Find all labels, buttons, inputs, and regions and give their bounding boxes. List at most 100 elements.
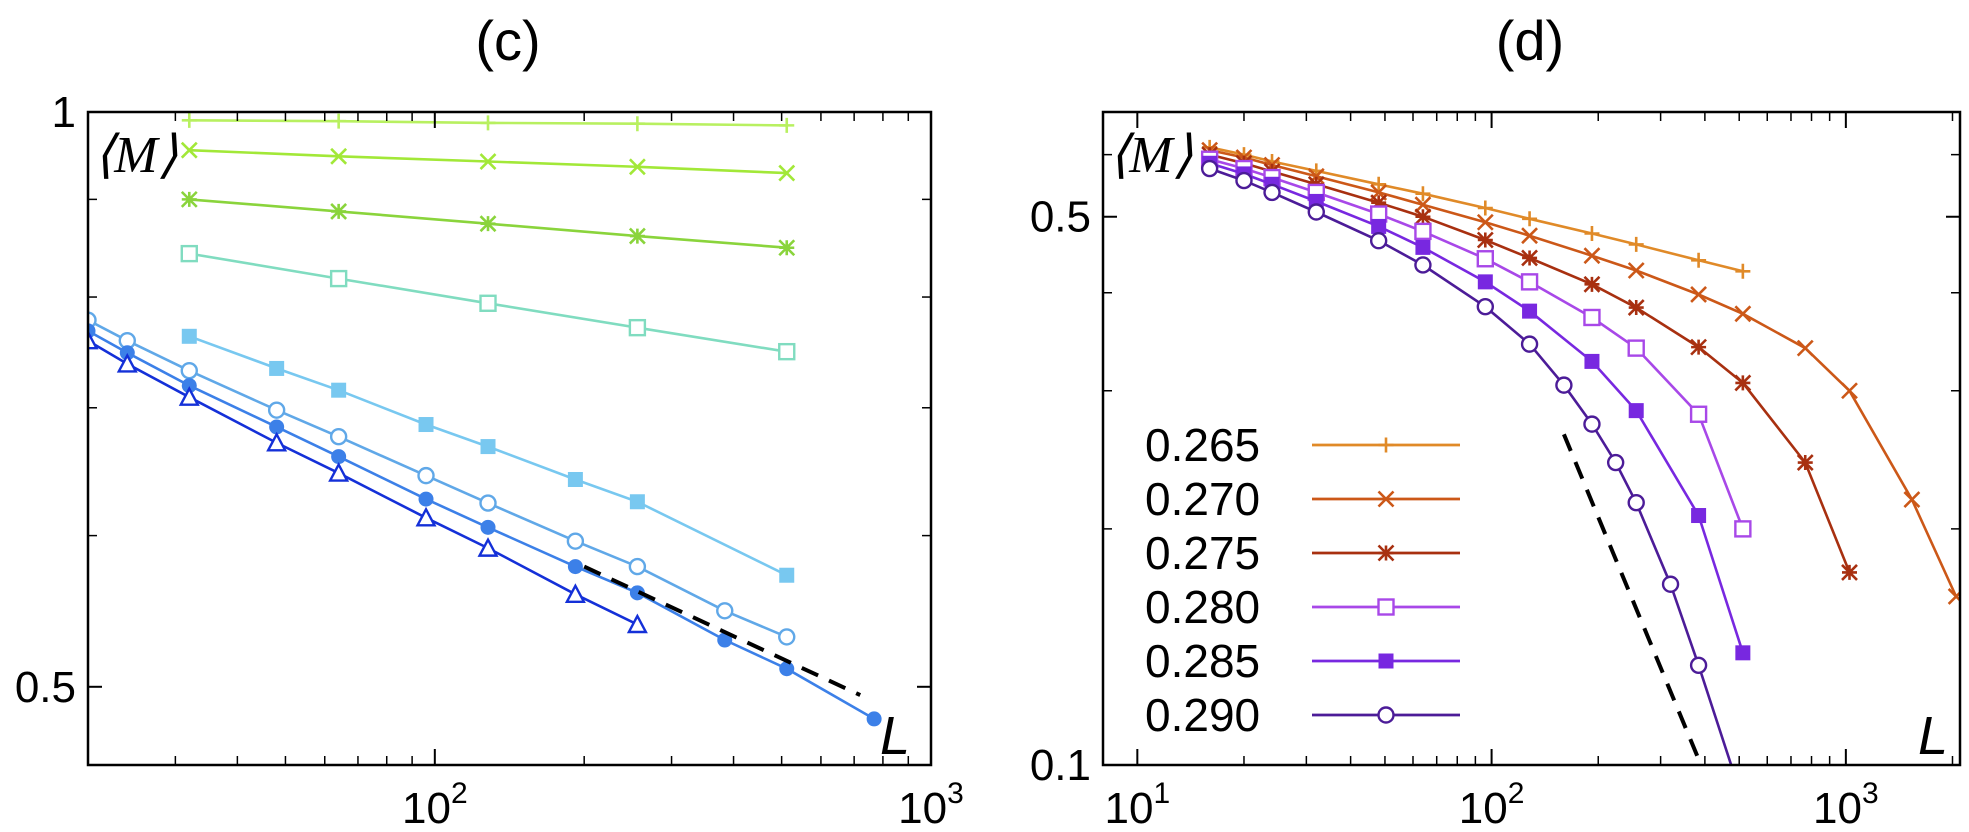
series-4-point bbox=[1520, 273, 1539, 291]
y-tick-label: 0.5 bbox=[15, 663, 76, 712]
series-6-point bbox=[716, 602, 734, 620]
series-1-point bbox=[779, 117, 795, 133]
panel-d-x-axis-label: L bbox=[1918, 706, 1948, 766]
legend-label: 0.265 bbox=[1145, 419, 1260, 471]
series-1-point bbox=[1584, 226, 1600, 242]
y-tick-label: 0.5 bbox=[1030, 193, 1091, 242]
series-5-point bbox=[629, 494, 645, 510]
series-4-point bbox=[479, 294, 497, 312]
series-5-point bbox=[1691, 508, 1707, 524]
series-3-point bbox=[1841, 564, 1858, 581]
series-2-point bbox=[1796, 339, 1814, 357]
y-tick-label: 0.1 bbox=[1030, 741, 1091, 790]
series-7-point bbox=[629, 585, 645, 601]
series-4-point bbox=[1689, 405, 1708, 423]
series-1-point bbox=[1735, 263, 1751, 279]
series-7-point bbox=[269, 419, 285, 435]
series-3-point bbox=[479, 215, 497, 233]
panel-c-title: (c) bbox=[475, 9, 540, 72]
legend-label: 0.275 bbox=[1145, 527, 1260, 579]
series-8-point bbox=[626, 613, 648, 634]
series-8-point bbox=[564, 583, 586, 603]
series-2-point bbox=[1947, 588, 1960, 605]
legend-label: 0.270 bbox=[1145, 473, 1260, 525]
series-3-point bbox=[1627, 299, 1645, 316]
series-2-point bbox=[180, 141, 198, 159]
series-5-point bbox=[1415, 239, 1431, 255]
series-3-point bbox=[1734, 374, 1752, 392]
panel-d-title: (d) bbox=[1496, 9, 1564, 72]
series-4-point bbox=[628, 318, 647, 337]
series-4-point bbox=[778, 342, 796, 361]
legend-label: 0.285 bbox=[1145, 635, 1260, 687]
series-7-line bbox=[88, 329, 875, 721]
series-1-point bbox=[1691, 252, 1707, 268]
plot-area bbox=[1200, 139, 1960, 765]
series-6-point bbox=[1263, 183, 1281, 202]
series-2-point bbox=[1690, 286, 1708, 303]
series-8-point bbox=[178, 386, 200, 406]
legend-label: 0.290 bbox=[1145, 689, 1260, 741]
series-3-point bbox=[1583, 275, 1601, 293]
series-2-line bbox=[1209, 148, 1958, 598]
series-2-point bbox=[1627, 262, 1645, 279]
series-6-point bbox=[329, 428, 348, 446]
reference-dashed-line bbox=[583, 564, 862, 697]
series-5-point bbox=[1477, 274, 1493, 290]
series-4-point bbox=[1476, 250, 1495, 268]
series-7-point bbox=[119, 345, 135, 361]
series-6-point bbox=[628, 557, 647, 576]
series-4-point bbox=[1734, 520, 1752, 538]
series-8-point bbox=[88, 329, 99, 350]
series-5-point bbox=[1628, 403, 1644, 419]
series-4-point bbox=[329, 269, 348, 288]
series-7-point bbox=[331, 449, 347, 465]
panel-c-plot-frame bbox=[86, 110, 933, 767]
legend-swatch-marker bbox=[1378, 653, 1394, 669]
series-7-point bbox=[567, 559, 583, 575]
panel-c-x-axis-label: L bbox=[880, 706, 910, 766]
series-2-point bbox=[628, 158, 646, 176]
panel-d-y-axis-label: ⟨M⟩ bbox=[1109, 127, 1193, 184]
series-8-point bbox=[116, 352, 138, 373]
legend-swatch-marker bbox=[1377, 490, 1395, 508]
series-1-point bbox=[629, 116, 645, 132]
series-6-point bbox=[566, 532, 585, 550]
series-5-point bbox=[181, 328, 197, 344]
series-8-point bbox=[415, 506, 437, 527]
series-2-point bbox=[778, 164, 796, 182]
series-8-point bbox=[266, 431, 288, 452]
series-1-point bbox=[1415, 186, 1431, 202]
series-5-point bbox=[269, 360, 285, 376]
series-1-point bbox=[1477, 200, 1493, 216]
series-3-point bbox=[778, 239, 796, 257]
panel-d-series bbox=[1200, 139, 1960, 765]
series-3-point bbox=[1521, 249, 1538, 267]
series-7-point bbox=[717, 632, 733, 648]
series-5-point bbox=[480, 439, 496, 455]
series-5-line bbox=[188, 335, 788, 577]
series-2-point bbox=[479, 153, 497, 170]
panel-d-plot-frame bbox=[1101, 110, 1962, 767]
series-5-point bbox=[1735, 645, 1751, 661]
series-5-point bbox=[1522, 303, 1538, 319]
series-2-point bbox=[1903, 491, 1921, 508]
series-2-point bbox=[1521, 227, 1538, 245]
series-6-point bbox=[1583, 415, 1601, 433]
series-3-point bbox=[1690, 338, 1708, 356]
series-4-point bbox=[1414, 222, 1432, 241]
series-3-point bbox=[1414, 208, 1432, 226]
series-6-point bbox=[417, 466, 435, 485]
series-6-point bbox=[1369, 232, 1388, 250]
series-6-point bbox=[1200, 159, 1219, 178]
series-5-point bbox=[1371, 218, 1387, 234]
series-6-point bbox=[1476, 297, 1495, 316]
series-2-point bbox=[1583, 247, 1601, 265]
panel-c-series bbox=[88, 112, 882, 727]
series-2-point bbox=[1476, 213, 1494, 231]
series-6-point bbox=[778, 628, 796, 646]
series-1-point bbox=[1628, 236, 1644, 252]
series-6-point bbox=[1307, 203, 1325, 221]
